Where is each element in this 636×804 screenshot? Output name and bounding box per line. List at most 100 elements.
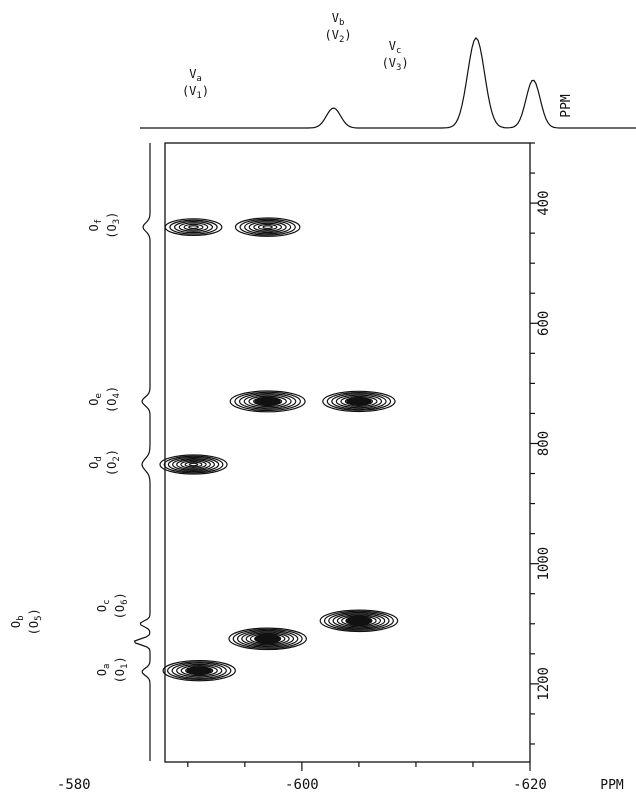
- contour-level: [172, 458, 216, 472]
- side-peak-label: Od(O2): [87, 449, 122, 476]
- y-tick-label: 1200: [536, 667, 552, 701]
- contour-level: [336, 614, 382, 628]
- contour-level: [176, 459, 211, 470]
- svg-text:(V2): (V2): [325, 28, 352, 45]
- contour-level: [257, 223, 278, 231]
- contour-level: [243, 394, 292, 409]
- x-tick-label: -580: [57, 777, 91, 793]
- svg-text:(O3): (O3): [105, 212, 122, 239]
- side-projection-trace: [133, 143, 151, 761]
- plot-frame: [164, 142, 531, 763]
- svg-text:Vc: Vc: [389, 39, 402, 56]
- contour-level: [162, 659, 236, 682]
- y-tick-label: 1000: [536, 547, 552, 581]
- svg-text:Ob: Ob: [9, 615, 26, 628]
- cross-peak: [228, 627, 307, 651]
- top-peak-label: Va(V1): [182, 67, 209, 101]
- contour-level: [174, 221, 214, 234]
- contour-level: [332, 613, 386, 629]
- cross-peak: [164, 218, 223, 237]
- cross-peak: [162, 659, 236, 682]
- top-peak-label: Vc(V3): [382, 39, 409, 73]
- contour-level: [331, 393, 387, 410]
- contour-level: [248, 395, 287, 408]
- contour-core: [346, 396, 372, 406]
- cross-peak: [229, 390, 306, 413]
- contour-level: [169, 219, 218, 235]
- svg-text:Oe: Oe: [87, 393, 104, 406]
- y-tick-label: 800: [536, 431, 552, 456]
- contour-level: [238, 393, 297, 410]
- cross-peak: [159, 454, 228, 475]
- contour-level: [164, 218, 223, 237]
- svg-text:Oc: Oc: [95, 599, 112, 612]
- contour-level: [335, 394, 383, 409]
- contour-level: [323, 610, 394, 631]
- y-tick-label: 600: [536, 311, 552, 336]
- contour-level: [322, 390, 396, 413]
- contour-level: [167, 456, 220, 473]
- svg-text:(O2): (O2): [105, 449, 122, 476]
- top-projection-trace: [140, 37, 636, 129]
- contour-level: [183, 223, 204, 231]
- contour-level: [234, 217, 301, 237]
- y-axis-label: PPM: [559, 94, 574, 118]
- contour-level: [167, 661, 232, 681]
- y-tick-label: 400: [536, 190, 552, 215]
- contour-level: [180, 665, 218, 677]
- side-peak-label: Oe(O4): [87, 386, 122, 413]
- contour-level: [188, 462, 199, 467]
- contour-level: [248, 221, 287, 234]
- svg-text:(O1): (O1): [113, 656, 130, 683]
- svg-text:Od: Od: [87, 456, 104, 469]
- contour-level: [262, 225, 273, 230]
- contour-core: [345, 615, 373, 626]
- contour-level: [159, 454, 228, 475]
- cross-peak: [234, 217, 301, 237]
- svg-text:(O4): (O4): [105, 386, 122, 413]
- svg-text:Vb: Vb: [332, 11, 345, 28]
- svg-text:(O5): (O5): [27, 608, 44, 635]
- side-peak-label: Of(O3): [87, 212, 122, 239]
- svg-text:Va: Va: [189, 67, 202, 84]
- svg-text:(V3): (V3): [382, 56, 409, 73]
- svg-text:Oa: Oa: [95, 664, 112, 677]
- contour-core: [254, 633, 282, 644]
- contour-level: [188, 225, 199, 230]
- side-peak-label: Ob(O5): [9, 608, 44, 635]
- cross-peak: [322, 390, 396, 413]
- svg-text:(V1): (V1): [182, 84, 209, 101]
- side-peak-label: Oa(O1): [95, 656, 130, 683]
- contour-level: [184, 461, 203, 468]
- svg-text:Of: Of: [87, 219, 104, 232]
- contour-level: [328, 611, 390, 630]
- contour-level: [232, 628, 303, 649]
- contour-level: [319, 609, 399, 633]
- contour-level: [244, 219, 292, 235]
- top-peak-label: Vb(V2): [325, 11, 352, 45]
- contour-level: [253, 222, 283, 232]
- contour-level: [245, 632, 290, 646]
- contour-level: [326, 392, 392, 411]
- cross-peak: [319, 609, 399, 633]
- contour-level: [241, 631, 295, 647]
- contour-level: [234, 391, 301, 412]
- x-axis-label: PPM: [600, 778, 624, 793]
- side-peak-label: Oc(O6): [95, 592, 130, 619]
- contour-level: [228, 627, 307, 651]
- contour-level: [229, 390, 306, 413]
- contour-core: [254, 396, 281, 407]
- contour-level: [180, 460, 207, 469]
- contour-level: [239, 218, 296, 236]
- contour-level: [236, 629, 299, 648]
- contour-level: [171, 662, 227, 679]
- contour-level: [163, 455, 224, 474]
- contour-level: [178, 222, 209, 232]
- contour-level: [176, 663, 223, 678]
- x-tick-label: -600: [285, 777, 319, 793]
- contour-level: [340, 395, 378, 408]
- x-tick-label: -620: [513, 777, 547, 793]
- svg-text:(O6): (O6): [113, 592, 130, 619]
- contour-core: [186, 666, 212, 676]
